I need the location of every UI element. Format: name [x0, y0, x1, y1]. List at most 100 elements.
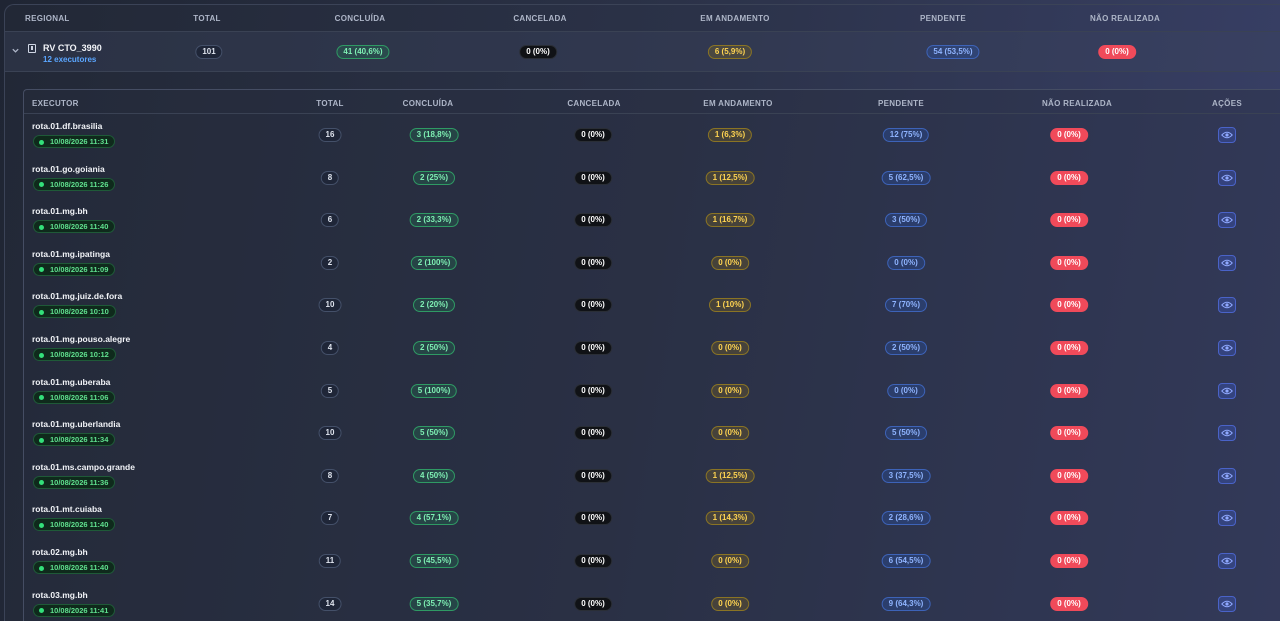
em-andamento-badge: 1 (6,3%)	[707, 128, 753, 142]
last-update-badge: 10/08/2026 10:12	[33, 348, 116, 361]
executors-table-header: EXECUTOR TOTAL CONCLUÍDA CANCELADA EM AN…	[24, 90, 1280, 114]
pendente-badge: 5 (62,5%)	[881, 170, 931, 185]
cancelada-badge: 0 (0%)	[574, 511, 612, 526]
cancelada-badge: 0 (0%)	[574, 213, 612, 228]
pendente-badge: 5 (50%)	[884, 426, 928, 441]
header-cancelada: CANCELADA	[567, 99, 621, 108]
header-cancelada: CANCELADA	[513, 14, 567, 23]
header-pendente: PENDENTE	[878, 99, 924, 108]
last-update-badge: 10/08/2026 11:40	[33, 220, 116, 234]
executor-name: rota.03.mg.bh	[32, 589, 88, 600]
concluida-badge: 2 (33,3%)	[409, 213, 459, 228]
pendente-badge: 0 (0%)	[887, 255, 925, 270]
eye-icon[interactable]	[1218, 212, 1236, 229]
concluida-badge: 2 (50%)	[412, 341, 456, 355]
eye-icon[interactable]	[1218, 510, 1236, 527]
executor-name: rota.02.mg.bh	[32, 547, 88, 557]
eye-icon[interactable]	[1218, 425, 1236, 442]
concluida-badge: 2 (25%)	[412, 170, 456, 185]
header-em-andamento: EM ANDAMENTO	[703, 99, 773, 108]
concluida-badge: 5 (45,5%)	[409, 554, 459, 568]
regional-table-header: REGIONAL TOTAL CONCLUÍDA CANCELADA EM AN…	[5, 5, 1280, 32]
last-update-badge: 10/08/2026 11:41	[33, 603, 116, 617]
eye-icon[interactable]	[1218, 340, 1236, 356]
nao-realizada-badge: 0 (0%)	[1050, 298, 1088, 313]
concluida-badge: 4 (57,1%)	[409, 511, 459, 526]
regional-table: REGIONAL TOTAL CONCLUÍDA CANCELADA EM AN…	[4, 4, 1280, 621]
region-row[interactable]: RV CTO_3990 12 executores 101 41 (40,6%)…	[5, 32, 1280, 72]
executor-name: rota.01.mg.ipatinga	[32, 248, 110, 259]
pendente-badge: 6 (54,5%)	[881, 554, 931, 568]
executor-name: rota.01.go.goiania	[32, 163, 105, 174]
eye-icon[interactable]	[1218, 553, 1236, 569]
pendente-badge: 0 (0%)	[887, 383, 925, 398]
last-update-badge: 10/08/2026 11:26	[33, 177, 116, 191]
pendente-badge: 12 (75%)	[882, 128, 930, 142]
pendente-badge: 9 (64,3%)	[881, 596, 931, 611]
em-andamento-badge: 1 (14,3%)	[705, 511, 755, 526]
total-badge: 5	[320, 383, 340, 398]
cancelada-badge: 0 (0%)	[574, 426, 612, 441]
nao-realizada-badge: 0 (0%)	[1050, 128, 1088, 142]
eye-icon[interactable]	[1218, 595, 1236, 612]
cancelada-badge: 0 (0%)	[574, 255, 612, 270]
table-row: rota.01.mg.ipatinga 10/08/2026 11:09 2 2…	[24, 242, 1280, 285]
eye-icon[interactable]	[1218, 127, 1236, 143]
chevron-down-icon[interactable]	[11, 46, 21, 56]
last-update-badge: 10/08/2026 11:40	[33, 518, 116, 532]
header-concluida: CONCLUÍDA	[402, 99, 454, 108]
eye-icon[interactable]	[1218, 169, 1236, 186]
table-row: rota.01.df.brasilia 10/08/2026 11:31 16 …	[24, 114, 1280, 157]
total-badge: 2	[320, 255, 340, 270]
region-pendente-badge: 54 (53,5%)	[926, 45, 980, 59]
nao-realizada-badge: 0 (0%)	[1050, 468, 1088, 483]
table-row: rota.01.mg.pouso.alegre 10/08/2026 10:12…	[24, 327, 1280, 370]
total-badge: 7	[320, 511, 340, 526]
header-total: TOTAL	[316, 99, 344, 108]
executors-table: EXECUTOR TOTAL CONCLUÍDA CANCELADA EM AN…	[23, 89, 1280, 621]
eye-icon[interactable]	[1218, 254, 1236, 271]
cancelada-badge: 0 (0%)	[574, 596, 612, 611]
em-andamento-badge: 1 (12,5%)	[705, 468, 755, 483]
em-andamento-badge: 1 (12,5%)	[705, 170, 755, 185]
concluida-badge: 5 (50%)	[412, 426, 456, 441]
em-andamento-badge: 0 (0%)	[711, 554, 749, 568]
concluida-badge: 3 (18,8%)	[409, 128, 459, 142]
cancelada-badge: 0 (0%)	[574, 341, 612, 355]
concluida-badge: 4 (50%)	[412, 468, 456, 483]
cancelada-badge: 0 (0%)	[574, 383, 612, 398]
executor-name: rota.01.mg.juiz.de.fora	[32, 291, 123, 302]
region-executors-count[interactable]: 12 executores	[43, 55, 97, 64]
cancelada-badge: 0 (0%)	[574, 468, 612, 483]
concluida-badge: 5 (100%)	[410, 383, 458, 398]
eye-icon[interactable]	[1218, 382, 1236, 399]
table-row: rota.01.mt.cuiaba 10/08/2026 11:40 7 4 (…	[24, 497, 1280, 540]
pendente-badge: 3 (37,5%)	[881, 468, 931, 483]
table-row: rota.02.mg.bh 10/08/2026 11:40 11 5 (45,…	[24, 540, 1280, 583]
last-update-badge: 10/08/2026 11:36	[33, 475, 116, 489]
last-update-badge: 10/08/2026 11:31	[33, 135, 116, 148]
em-andamento-badge: 0 (0%)	[711, 596, 749, 611]
executor-name: rota.01.df.brasilia	[32, 121, 103, 131]
em-andamento-badge: 1 (16,7%)	[705, 213, 755, 228]
region-cancelada-badge: 0 (0%)	[519, 45, 557, 59]
region-em-andamento-badge: 6 (5,9%)	[707, 45, 753, 59]
total-badge: 10	[318, 426, 342, 441]
eye-icon[interactable]	[1218, 297, 1236, 314]
executor-name: rota.01.mg.uberaba	[32, 376, 111, 387]
total-badge: 8	[320, 468, 340, 483]
cancelada-badge: 0 (0%)	[574, 298, 612, 313]
eye-icon[interactable]	[1218, 467, 1236, 484]
executor-name: rota.01.mg.pouso.alegre	[32, 334, 131, 344]
total-badge: 10	[318, 298, 342, 313]
total-badge: 14	[318, 596, 342, 611]
header-total: TOTAL	[193, 14, 221, 23]
concluida-badge: 2 (20%)	[412, 298, 456, 313]
cancelada-badge: 0 (0%)	[574, 554, 612, 568]
em-andamento-badge: 0 (0%)	[711, 341, 749, 355]
table-row: rota.01.mg.juiz.de.fora 10/08/2026 10:10…	[24, 284, 1280, 327]
em-andamento-badge: 0 (0%)	[711, 255, 749, 270]
last-update-badge: 10/08/2026 10:10	[33, 305, 116, 319]
executor-name: rota.01.mg.uberlandia	[32, 419, 121, 430]
em-andamento-badge: 0 (0%)	[711, 426, 749, 441]
